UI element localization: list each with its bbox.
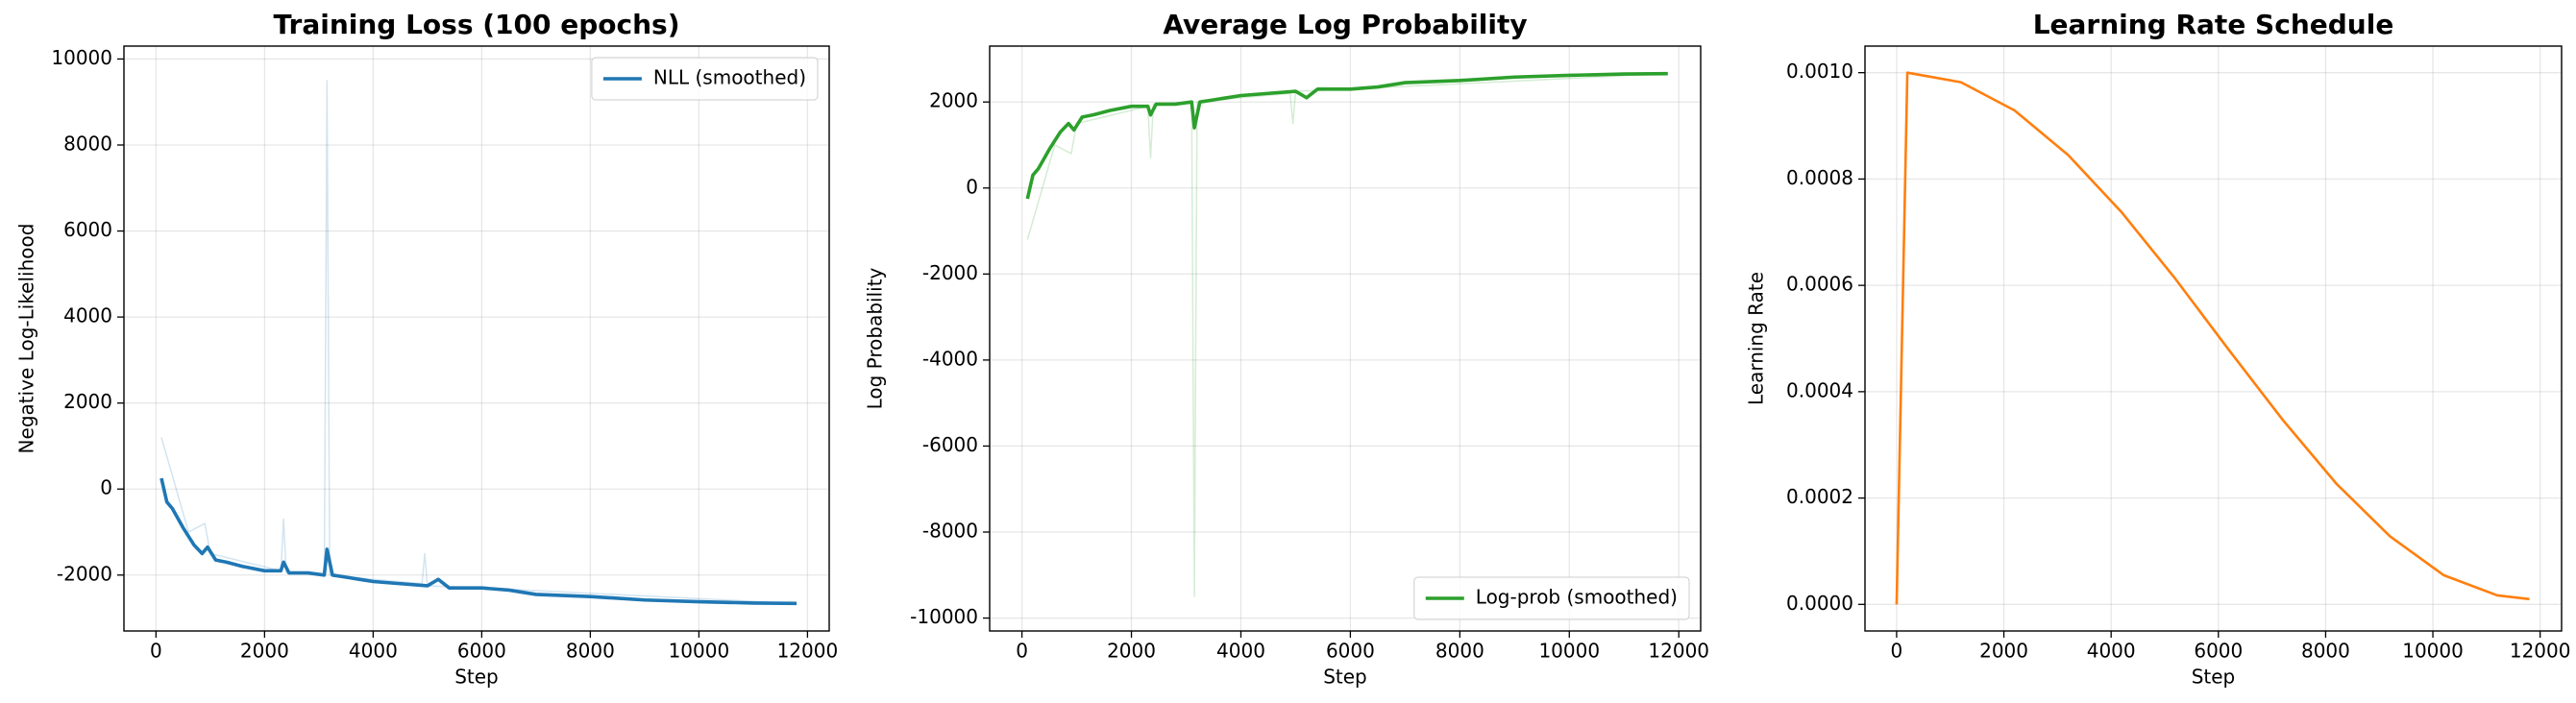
y-tick-label: -8000 bbox=[922, 520, 978, 543]
x-tick-label: 8000 bbox=[566, 640, 615, 663]
y-tick-label: -10000 bbox=[910, 605, 978, 628]
y-tick-label: 2000 bbox=[929, 89, 978, 112]
y-tick-label: 6000 bbox=[63, 218, 112, 241]
chart-title: Average Log Probability bbox=[1163, 9, 1527, 40]
y-tick-label: 8000 bbox=[63, 132, 112, 155]
x-tick-label: 10000 bbox=[669, 640, 730, 663]
x-tick-label: 6000 bbox=[2194, 640, 2243, 663]
x-axis-label: Step bbox=[454, 666, 499, 689]
x-tick-label: 10000 bbox=[1538, 640, 1600, 663]
y-tick-label: 0 bbox=[966, 175, 978, 198]
legend-box bbox=[1413, 576, 1690, 620]
x-tick-label: 8000 bbox=[1435, 640, 1484, 663]
y-tick-label: 2000 bbox=[63, 390, 112, 413]
x-tick-label: 0 bbox=[150, 640, 162, 663]
x-tick-label: 2000 bbox=[240, 640, 289, 663]
x-tick-label: 12000 bbox=[2510, 640, 2571, 663]
data-line bbox=[160, 80, 797, 605]
x-axis-label: Step bbox=[2192, 666, 2236, 689]
x-tick-label: 2000 bbox=[1979, 640, 2028, 663]
y-tick-label: -6000 bbox=[922, 433, 978, 456]
y-tick-label: 0 bbox=[100, 476, 112, 499]
data-line bbox=[1895, 71, 2530, 605]
x-tick-label: 8000 bbox=[2301, 640, 2350, 663]
x-tick-label: 6000 bbox=[457, 640, 506, 663]
legend-box bbox=[591, 57, 819, 101]
x-tick-label: 2000 bbox=[1107, 640, 1156, 663]
x-tick-label: 12000 bbox=[777, 640, 839, 663]
legend: Log-prob (smoothed) bbox=[1413, 576, 1690, 620]
plot-frame bbox=[123, 45, 830, 632]
x-tick-label: 6000 bbox=[1326, 640, 1375, 663]
x-tick-label: 0 bbox=[1016, 640, 1028, 663]
y-tick-label: 0.0000 bbox=[1786, 592, 1853, 615]
y-tick-label: 0.0006 bbox=[1786, 273, 1853, 296]
x-tick-label: 4000 bbox=[2087, 640, 2136, 663]
y-axis-label: Learning Rate bbox=[1745, 272, 1768, 405]
y-tick-label: 0.0004 bbox=[1786, 378, 1853, 401]
x-axis-label: Step bbox=[1323, 666, 1367, 689]
legend-label: NLL (smoothed) bbox=[653, 66, 806, 89]
y-tick-label: 0.0010 bbox=[1786, 60, 1853, 83]
y-tick-label: 10000 bbox=[51, 46, 112, 69]
x-tick-label: 4000 bbox=[1216, 640, 1265, 663]
legend: NLL (smoothed) bbox=[591, 57, 819, 101]
y-axis-label: Negative Log-Likelihood bbox=[15, 224, 38, 454]
chart-title: Learning Rate Schedule bbox=[2033, 9, 2394, 40]
chart-title: Training Loss (100 epochs) bbox=[274, 9, 680, 40]
y-tick-label: -2000 bbox=[57, 562, 112, 585]
y-tick-label: -4000 bbox=[922, 347, 978, 370]
plot-frame bbox=[1864, 45, 2563, 632]
data-line bbox=[159, 477, 797, 606]
x-tick-label: 10000 bbox=[2402, 640, 2464, 663]
y-tick-label: 0.0002 bbox=[1786, 485, 1853, 508]
plot-frame bbox=[989, 45, 1702, 632]
data-line bbox=[1025, 71, 1668, 200]
y-tick-label: -2000 bbox=[922, 261, 978, 284]
data-line bbox=[1026, 72, 1668, 597]
y-axis-label: Log Probability bbox=[864, 267, 887, 409]
y-tick-label: 4000 bbox=[63, 304, 112, 327]
x-tick-label: 12000 bbox=[1648, 640, 1709, 663]
x-tick-label: 4000 bbox=[349, 640, 398, 663]
y-tick-label: 0.0008 bbox=[1786, 166, 1853, 189]
x-tick-label: 0 bbox=[1891, 640, 1903, 663]
legend-label: Log-prob (smoothed) bbox=[1476, 586, 1678, 609]
